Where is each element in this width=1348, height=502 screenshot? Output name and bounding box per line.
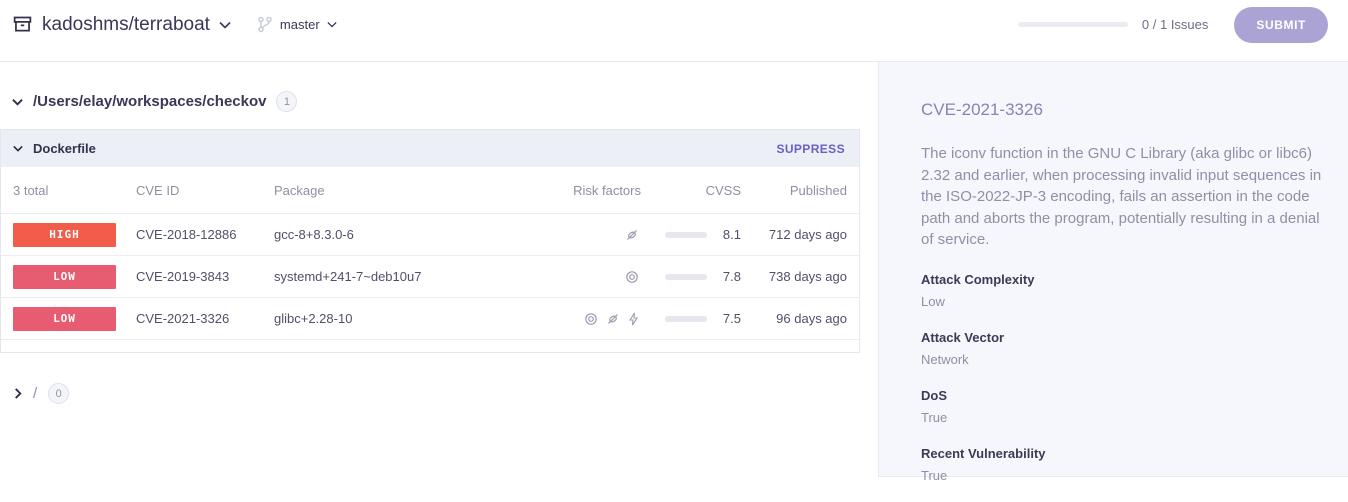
attribute-label: Attack Complexity	[921, 271, 1035, 287]
workspace-path-row[interactable]: /Users/elay/workspaces/checkov 1	[12, 91, 878, 112]
submit-button[interactable]: SUBMIT	[1234, 6, 1328, 43]
severity-badge: HIGH	[13, 222, 116, 247]
branch-selector[interactable]: master	[257, 16, 337, 33]
workspace-count-badge: 1	[276, 91, 298, 112]
cvss-score: 8.1	[722, 227, 741, 242]
attribute-value: True	[921, 409, 948, 425]
attribute-value: Network	[921, 351, 969, 367]
attribute-value: Low	[921, 293, 945, 309]
workspace-path: /Users/elay/workspaces/checkov	[33, 93, 267, 110]
published-date: 738 days ago	[768, 269, 847, 284]
suppress-button[interactable]: SUPPRESS	[776, 141, 845, 156]
attribute-value: True	[921, 467, 948, 483]
table-header-row: 3 total CVE ID Package Risk factors CVSS…	[1, 167, 859, 214]
attribute-label: Attack Vector	[921, 329, 1005, 345]
group-path: /	[33, 385, 38, 402]
attribute-recent-vulnerability: Recent Vulnerability True	[921, 446, 1336, 483]
repository-icon	[12, 14, 33, 35]
column-published: Published	[789, 182, 847, 198]
attribute-attack-vector: Attack Vector Network	[921, 330, 1336, 367]
chevron-down-icon	[12, 98, 23, 106]
group-count-badge: 0	[48, 383, 70, 404]
exploit-slashed-icon	[606, 312, 620, 326]
repo-name: kadoshms/terraboat	[42, 13, 210, 35]
dockerfile-card: Dockerfile SUPPRESS 3 total CVE ID Packa…	[0, 129, 860, 353]
dos-lightning-icon	[628, 312, 639, 326]
package-name: gcc-8+8.3.0-6	[274, 227, 354, 242]
content-area: /Users/elay/workspaces/checkov 1 Dockerf…	[0, 62, 1348, 502]
table-row[interactable]: HIGH CVE-2018-12886 gcc-8+8.3.0-6	[1, 214, 859, 256]
attack-vector-icon	[584, 312, 598, 326]
cve-description: The iconv function in the GNU C Library …	[921, 145, 1322, 248]
dockerfile-card-header[interactable]: Dockerfile SUPPRESS	[1, 130, 859, 167]
chevron-down-icon	[327, 21, 337, 28]
vulnerability-details-panel: CVE-2021-3326 The iconv function in the …	[878, 62, 1348, 483]
published-date: 712 days ago	[768, 227, 847, 242]
cvss-score: 7.8	[722, 269, 741, 284]
chevron-down-icon	[219, 21, 231, 29]
severity-badge: LOW	[13, 306, 116, 331]
cve-id: CVE-2019-3843	[136, 269, 230, 284]
attribute-label: Recent Vulnerability	[921, 445, 1046, 461]
collapsed-group-row[interactable]: / 0	[14, 383, 878, 404]
column-package: Package	[274, 182, 325, 198]
column-risk-factors: Risk factors	[573, 182, 641, 198]
severity-badge: LOW	[13, 264, 116, 289]
package-name: glibc+2.28-10	[274, 311, 353, 326]
chevron-right-icon	[14, 388, 22, 399]
repo-selector[interactable]: kadoshms/terraboat	[12, 14, 231, 36]
cvss-bar	[665, 315, 707, 322]
cve-id: CVE-2018-12886	[136, 227, 237, 242]
published-date: 96 days ago	[776, 311, 847, 326]
attack-vector-icon	[625, 270, 639, 284]
file-name: Dockerfile	[33, 141, 96, 156]
cvss-bar	[665, 231, 707, 238]
attribute-label: DoS	[921, 387, 947, 403]
package-name: systemd+241-7~deb10u7	[274, 269, 422, 284]
findings-panel: /Users/elay/workspaces/checkov 1 Dockerf…	[0, 62, 878, 404]
card-bottom-padding	[1, 340, 859, 352]
git-branch-icon	[257, 16, 273, 33]
table-row[interactable]: LOW CVE-2021-3326 glibc+2.28-10	[1, 298, 859, 340]
issues-count-label: 0 / 1 Issues	[1141, 17, 1209, 32]
table-row[interactable]: LOW CVE-2019-3843 systemd+241-7~deb10u7	[1, 256, 859, 298]
cve-title: CVE-2021-3326	[921, 100, 1043, 119]
cvss-score: 7.5	[722, 311, 741, 326]
exploit-slashed-icon	[625, 228, 639, 242]
cve-id: CVE-2021-3326	[136, 311, 230, 326]
issues-progress-bar	[1017, 22, 1128, 27]
cvss-bar	[665, 273, 707, 280]
column-total: 3 total	[13, 182, 49, 198]
attribute-dos: DoS True	[921, 388, 1336, 425]
chevron-down-icon	[13, 145, 23, 152]
column-cvss: CVSS	[705, 182, 741, 198]
top-bar: kadoshms/terraboat master	[0, 0, 1348, 62]
attribute-attack-complexity: Attack Complexity Low	[921, 272, 1336, 309]
branch-name: master	[279, 17, 320, 32]
column-cve-id: CVE ID	[136, 182, 180, 198]
